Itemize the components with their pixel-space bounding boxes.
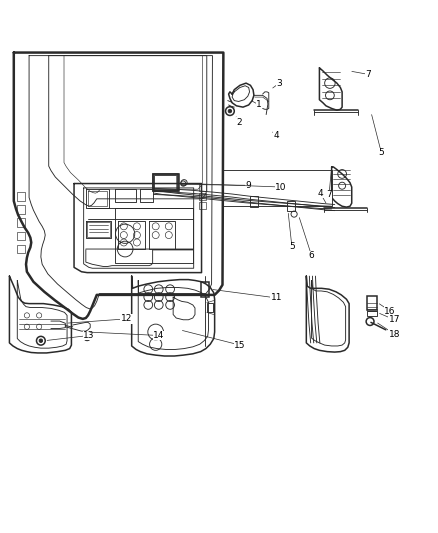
Bar [367,311,377,316]
Bar [154,175,177,190]
Text: 3: 3 [276,79,282,87]
Text: 5: 5 [289,243,295,252]
Text: 18: 18 [389,330,400,338]
Bar [17,219,25,227]
Text: 14: 14 [153,331,164,340]
Bar [287,200,295,212]
Bar [17,205,25,214]
Circle shape [39,339,42,343]
Bar [152,174,179,191]
Bar [17,192,25,201]
Bar [367,296,377,310]
Text: 2: 2 [237,118,242,127]
Bar [207,303,213,312]
Bar [199,193,206,200]
Bar [250,196,258,207]
Text: 12: 12 [121,314,132,324]
Circle shape [84,334,91,341]
Text: 10: 10 [275,182,287,191]
Text: 4: 4 [318,189,323,198]
Text: 7: 7 [365,70,371,79]
Text: 16: 16 [385,306,396,316]
Circle shape [228,109,232,113]
Bar [17,245,25,253]
Text: 15: 15 [234,341,246,350]
Text: 7: 7 [326,190,332,199]
Text: 11: 11 [271,294,283,302]
Bar [199,184,206,191]
Text: 4: 4 [274,131,279,140]
Bar [201,282,209,297]
Text: 17: 17 [389,315,400,324]
Text: 1: 1 [256,100,262,109]
Text: 9: 9 [246,181,251,190]
Bar [367,309,377,311]
Bar [17,231,25,240]
Text: 6: 6 [309,251,314,260]
Bar [199,202,206,209]
Bar [154,175,176,189]
Text: 13: 13 [83,331,95,340]
Bar [152,174,178,190]
Text: 5: 5 [378,149,384,157]
